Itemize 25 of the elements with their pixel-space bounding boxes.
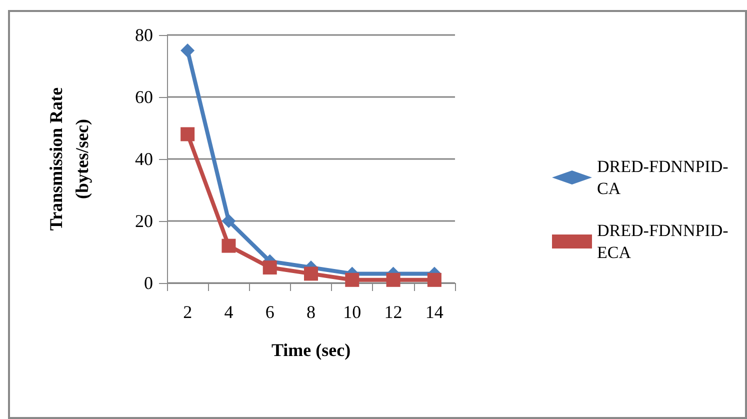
point <box>180 44 195 58</box>
point <box>262 260 277 274</box>
y-tick-label: 0 <box>144 273 153 293</box>
point <box>304 266 318 281</box>
y-tick-label: 60 <box>135 87 153 107</box>
legend-label: DRED-FDNNPID-CA <box>597 157 729 198</box>
x-tick-label: 14 <box>425 302 444 322</box>
point <box>222 238 236 253</box>
x-tick-label: 10 <box>343 302 362 322</box>
point <box>386 272 400 287</box>
x-tick-label: 12 <box>384 302 402 322</box>
point <box>180 127 195 142</box>
point <box>427 272 442 287</box>
legend-label: DRED-FDNNPID-ECA <box>597 221 729 262</box>
x-tick-label: 2 <box>183 302 192 322</box>
x-axis-title: Time (sec) <box>271 340 351 360</box>
y-tick-label: 80 <box>135 25 153 45</box>
point <box>222 214 236 228</box>
x-tick-label: 4 <box>224 302 234 322</box>
x-tick-label: 6 <box>265 302 274 322</box>
x-tick-label: 8 <box>306 302 316 322</box>
y-tick-label: 40 <box>135 149 153 169</box>
y-axis-title: Transmission Rate (bytes/sec) <box>46 87 92 231</box>
y-tick-label: 20 <box>135 211 153 231</box>
point <box>345 272 360 287</box>
